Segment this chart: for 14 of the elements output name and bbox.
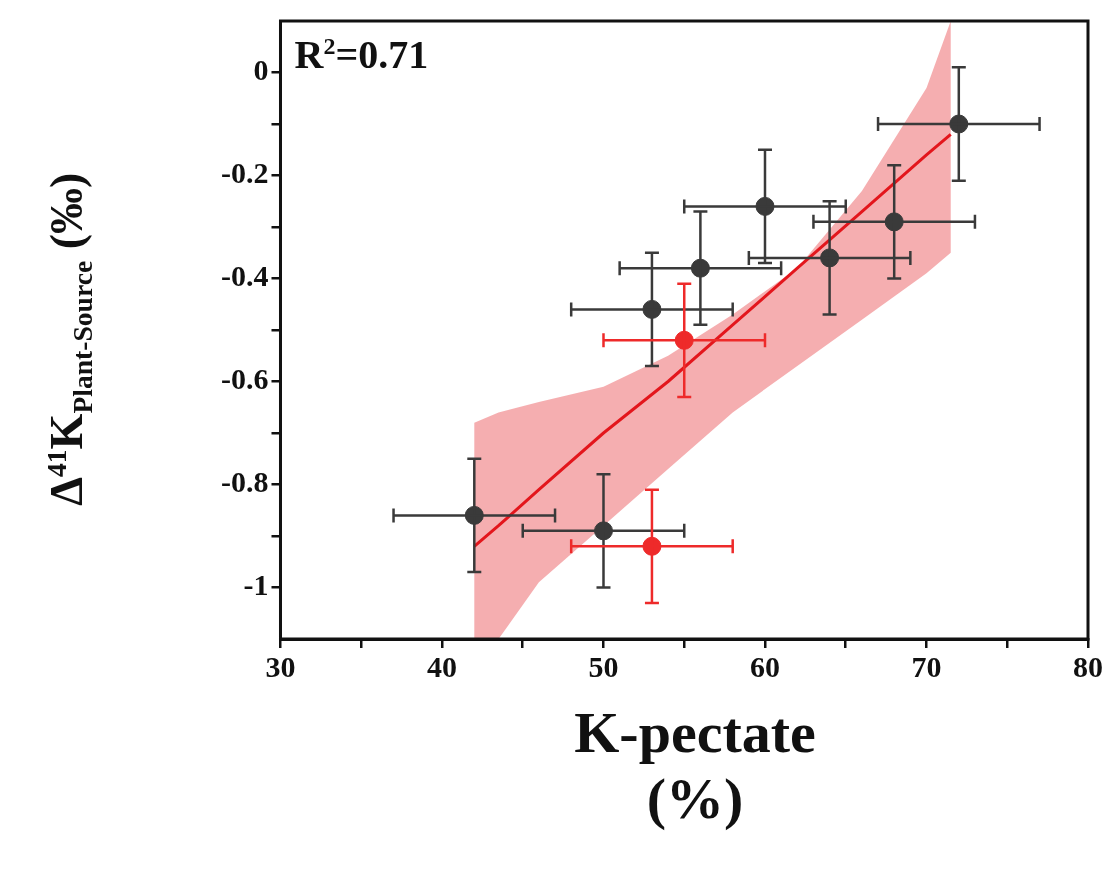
y-tick-label: -0.2	[220, 156, 269, 190]
x-tick-label: 80	[1073, 649, 1103, 683]
y-tick-label: -0.8	[220, 465, 269, 499]
x-tick-label: 60	[750, 649, 780, 683]
y-tick-label: -0.4	[220, 259, 269, 293]
y-tick-label: 0	[253, 53, 269, 87]
x-tick-label: 70	[911, 649, 942, 683]
annotation: R$^{2}$=0.71	[294, 31, 429, 78]
y-tick-label: -0.6	[220, 362, 269, 396]
x-tick-label: 50	[588, 649, 619, 683]
x-tick-label: 40	[426, 649, 457, 683]
x-tick-label: 30	[265, 649, 296, 683]
y-tick-label: -1	[243, 568, 269, 602]
x-axis-title: K-pectate (%)	[573, 700, 817, 832]
